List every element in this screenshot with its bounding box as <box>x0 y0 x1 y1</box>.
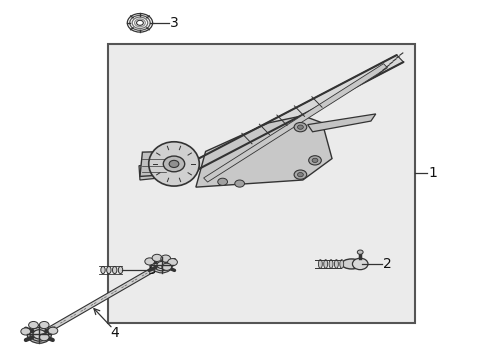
Polygon shape <box>203 64 386 182</box>
Ellipse shape <box>101 266 105 274</box>
Circle shape <box>27 325 51 343</box>
Ellipse shape <box>323 260 327 268</box>
Circle shape <box>144 258 154 265</box>
Polygon shape <box>139 164 157 180</box>
Circle shape <box>161 255 170 262</box>
Circle shape <box>39 334 49 341</box>
Text: 5: 5 <box>148 263 157 277</box>
Circle shape <box>162 263 171 270</box>
Polygon shape <box>196 116 331 187</box>
Circle shape <box>293 170 306 179</box>
Polygon shape <box>140 152 169 176</box>
Circle shape <box>157 261 166 269</box>
Polygon shape <box>307 114 375 132</box>
Bar <box>108 44 414 323</box>
Ellipse shape <box>118 266 122 274</box>
Ellipse shape <box>339 260 343 268</box>
Circle shape <box>48 327 58 334</box>
Circle shape <box>33 330 45 339</box>
Circle shape <box>152 254 162 261</box>
Circle shape <box>217 178 227 185</box>
Ellipse shape <box>106 266 111 274</box>
Ellipse shape <box>318 260 322 268</box>
Circle shape <box>30 328 48 341</box>
Ellipse shape <box>148 142 199 186</box>
Circle shape <box>39 321 49 329</box>
Polygon shape <box>178 55 403 176</box>
Circle shape <box>21 328 30 335</box>
Circle shape <box>293 122 306 132</box>
Circle shape <box>29 321 38 329</box>
Circle shape <box>308 156 321 165</box>
Circle shape <box>352 258 367 270</box>
Polygon shape <box>31 259 171 341</box>
Circle shape <box>297 172 303 177</box>
Ellipse shape <box>112 266 117 274</box>
Circle shape <box>151 257 172 273</box>
Circle shape <box>169 160 179 167</box>
Text: 4: 4 <box>110 327 119 341</box>
Circle shape <box>136 20 143 25</box>
Circle shape <box>234 180 244 187</box>
Circle shape <box>163 156 184 172</box>
Text: 1: 1 <box>427 166 436 180</box>
Circle shape <box>167 258 177 266</box>
Circle shape <box>154 259 169 271</box>
Circle shape <box>357 250 363 254</box>
Ellipse shape <box>328 260 332 268</box>
Circle shape <box>311 158 317 162</box>
Text: 2: 2 <box>382 257 390 271</box>
Text: 3: 3 <box>170 16 179 30</box>
Circle shape <box>297 125 303 129</box>
Ellipse shape <box>341 259 361 269</box>
Ellipse shape <box>334 260 338 268</box>
